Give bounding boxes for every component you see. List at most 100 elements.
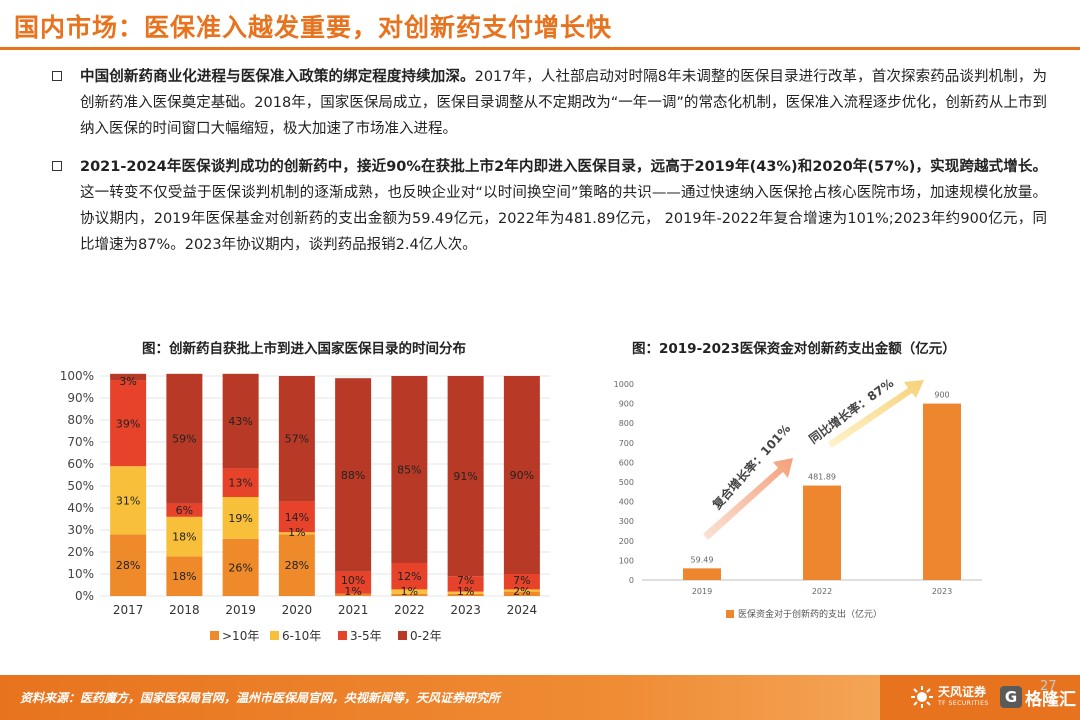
bar-segment bbox=[166, 373, 203, 504]
gelonghui-text: 格隆汇 bbox=[1025, 690, 1076, 710]
data-label: 1% bbox=[288, 526, 305, 539]
bar-segment bbox=[391, 593, 428, 596]
x-tick-label: 2024 bbox=[507, 603, 538, 617]
data-label: 12% bbox=[397, 570, 421, 583]
bar-segment bbox=[503, 574, 540, 590]
y-tick-label: 0 bbox=[629, 576, 634, 585]
data-label: 90% bbox=[510, 469, 534, 482]
data-label: 18% bbox=[172, 570, 196, 583]
y-tick-label: 90% bbox=[67, 391, 94, 405]
legend-swatch bbox=[726, 610, 734, 618]
bar-segment bbox=[110, 373, 147, 381]
y-tick-label: 80% bbox=[67, 413, 94, 427]
bar-segment bbox=[166, 556, 203, 596]
footer-gradient bbox=[0, 675, 880, 720]
square-bullet-icon bbox=[52, 71, 62, 81]
bar-segment bbox=[110, 380, 147, 467]
gelonghui-g-icon: G bbox=[1000, 686, 1022, 708]
data-label: 13% bbox=[228, 477, 252, 490]
x-tick-label: 2017 bbox=[113, 603, 144, 617]
bar-segment bbox=[391, 589, 428, 594]
y-tick-label: 50% bbox=[67, 479, 94, 493]
data-label: 91% bbox=[453, 470, 477, 483]
bar-segment bbox=[335, 571, 372, 594]
y-tick-label: 400 bbox=[619, 498, 634, 507]
title-rule bbox=[0, 47, 1080, 50]
bar-segment bbox=[278, 376, 315, 502]
data-label: 14% bbox=[285, 511, 309, 524]
bullet-list: 中国创新药商业化进程与医保准入政策的绑定程度持续加深。2017年，人社部启动对时… bbox=[52, 64, 1047, 270]
sun-icon bbox=[911, 686, 933, 708]
bar-segment bbox=[447, 376, 484, 577]
data-label: 6% bbox=[176, 504, 193, 517]
page-title: 国内市场：医保准入越发重要，对创新药支付增长快 bbox=[14, 13, 613, 42]
y-tick-label: 200 bbox=[619, 537, 634, 546]
bar-segment bbox=[110, 466, 147, 535]
bar-segment bbox=[503, 376, 540, 574]
bar-segment bbox=[447, 576, 484, 592]
data-label: 1% bbox=[401, 585, 418, 598]
bullet-item: 中国创新药商业化进程与医保准入政策的绑定程度持续加深。2017年，人社部启动对时… bbox=[52, 64, 1047, 142]
legend-label: 医保资金对于创新药的支出（亿元） bbox=[738, 608, 882, 620]
growth-arrow-yoy bbox=[828, 380, 924, 448]
y-tick-label: 10% bbox=[67, 567, 94, 581]
y-tick-label: 900 bbox=[619, 400, 634, 409]
page-number: 27 bbox=[1040, 679, 1057, 694]
source-note: 资料来源：医药魔方，国家医保局官网，温州市医保局官网，央视新闻等，天风证券研究所 bbox=[20, 691, 501, 705]
x-tick-label: 2020 bbox=[282, 603, 313, 617]
y-tick-label: 500 bbox=[619, 478, 634, 487]
gelonghui-logo: G 格隆汇 bbox=[1000, 683, 1078, 713]
x-tick-label: 2019 bbox=[692, 587, 712, 596]
legend-swatch bbox=[398, 631, 407, 640]
square-bullet-icon bbox=[52, 161, 62, 171]
data-label: 43% bbox=[228, 415, 252, 428]
data-label: 3% bbox=[119, 375, 136, 388]
bullet-bold: 中国创新药商业化进程与医保准入政策的绑定程度持续加深。 bbox=[80, 69, 475, 85]
y-tick-label: 60% bbox=[67, 457, 94, 471]
data-label: 59.49 bbox=[691, 555, 714, 564]
data-label: 28% bbox=[285, 559, 309, 572]
y-tick-label: 300 bbox=[619, 517, 634, 526]
y-tick-label: 70% bbox=[67, 435, 94, 449]
data-label: 31% bbox=[116, 494, 140, 507]
x-tick-label: 2019 bbox=[225, 603, 256, 617]
bar bbox=[923, 403, 961, 580]
data-label: 28% bbox=[116, 559, 140, 572]
bar-segment bbox=[391, 376, 428, 563]
data-label: 2% bbox=[513, 585, 530, 598]
bar-segment bbox=[222, 538, 259, 596]
y-tick-label: 1000 bbox=[614, 380, 634, 389]
legend-swatch bbox=[338, 631, 347, 640]
bar-segment bbox=[391, 563, 428, 590]
y-tick-label: 600 bbox=[619, 458, 634, 467]
bar-segment bbox=[335, 378, 372, 572]
data-label: 39% bbox=[116, 417, 140, 430]
data-label: 57% bbox=[285, 433, 309, 446]
legend-label: 3-5年 bbox=[350, 629, 382, 643]
x-tick-label: 2023 bbox=[450, 603, 481, 617]
chart1-title: 图：创新药自获批上市到进入国家医保目录的时间分布 bbox=[142, 341, 466, 357]
bar-segment bbox=[222, 497, 259, 539]
data-label: 85% bbox=[397, 464, 421, 477]
bar-segment bbox=[447, 591, 484, 594]
chart2-title: 图：2019-2023医保资金对创新药支出金额（亿元） bbox=[632, 341, 956, 357]
bullet-text: 2017年，人社部启动对时隔8年未调整的医保目录进行改革，首次探索药品谈判机制，… bbox=[80, 69, 1047, 137]
growth-arrow-cagr bbox=[703, 458, 793, 540]
logo-en: TF SECURITIES bbox=[938, 700, 989, 707]
y-tick-label: 40% bbox=[67, 501, 94, 515]
bar-segment bbox=[222, 468, 259, 497]
x-tick-label: 2018 bbox=[169, 603, 200, 617]
data-label: 481.89 bbox=[808, 473, 836, 482]
data-label: 19% bbox=[228, 512, 252, 525]
bar-segment bbox=[166, 516, 203, 557]
data-label: 1% bbox=[344, 585, 361, 598]
bar-segment bbox=[222, 373, 259, 469]
bar-segment bbox=[278, 534, 315, 596]
bar-segment bbox=[278, 532, 315, 535]
bullet-text: 这一转变不仅受益于医保谈判机制的逐渐成熟，也反映企业对“以时间换空间”策略的共识… bbox=[80, 185, 1047, 253]
bar-segment bbox=[110, 534, 147, 596]
data-label: 7% bbox=[513, 574, 530, 587]
bar-segment bbox=[503, 591, 540, 596]
x-tick-label: 2022 bbox=[394, 603, 425, 617]
legend-swatch bbox=[270, 631, 279, 640]
